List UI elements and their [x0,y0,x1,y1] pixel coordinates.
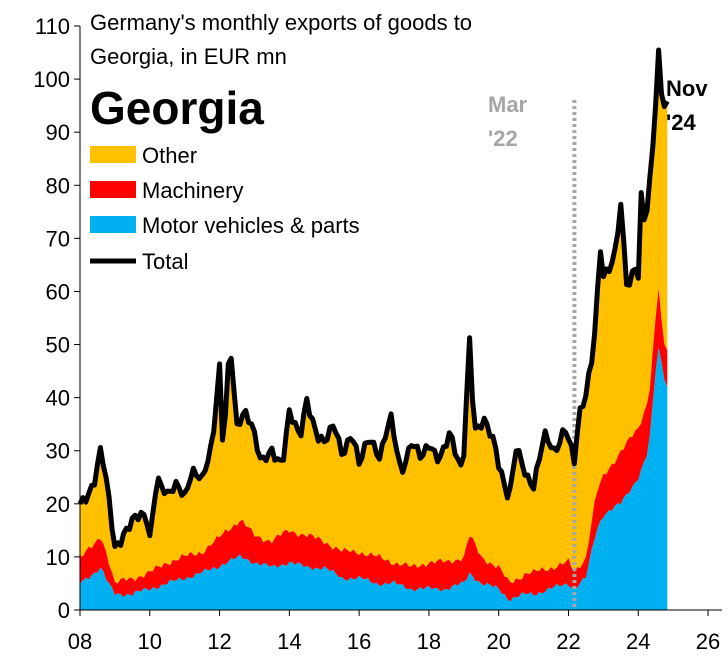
annotation-nov24-line-1: Nov [666,76,708,101]
y-tick-label: 40 [46,386,70,411]
area-other [80,50,668,584]
y-tick-label: 10 [46,545,70,570]
y-tick-label: 110 [35,14,70,39]
y-tick-label: 100 [33,67,70,92]
x-tick-label: 08 [68,629,92,654]
chart-subtitle-line-2: Georgia, in EUR mn [90,44,287,69]
y-axis: 0 10 20 30 40 50 60 70 80 90 100 110 [33,14,80,623]
x-tick-label: 14 [277,629,301,654]
y-tick-label: 70 [46,226,70,251]
y-tick-label: 30 [46,439,70,464]
y-tick-label: 20 [46,492,70,517]
chart-title: Georgia [90,82,264,134]
x-axis: 08 10 12 14 16 18 20 22 24 26 [68,610,720,654]
annotation-mar22-line-1: Mar [488,92,528,117]
y-tick-label: 90 [46,120,70,145]
x-tick-label: 18 [417,629,441,654]
y-tick-label: 60 [46,279,70,304]
legend: Other Machinery Motor vehicles & parts T… [90,143,360,274]
legend-label-machinery: Machinery [142,178,243,203]
x-tick-label: 20 [486,629,510,654]
legend-label-motor: Motor vehicles & parts [142,213,360,238]
legend-swatch-motor [90,216,136,233]
x-tick-label: 10 [138,629,162,654]
line-total [77,47,670,549]
legend-label-total: Total [142,249,188,274]
area-motor-vehicles [80,347,668,610]
x-tick-label: 24 [626,629,650,654]
y-tick-label: 50 [46,333,70,358]
y-tick-label: 80 [46,173,70,198]
legend-swatch-other [90,146,136,163]
legend-label-other: Other [142,143,197,168]
x-tick-label: 26 [696,629,720,654]
legend-swatch-machinery [90,181,136,198]
plot-area [77,47,670,610]
chart-subtitle-line-1: Germany's monthly exports of goods to [90,10,472,35]
annotation-nov24-line-2: '24 [666,110,696,135]
annotation-mar22-line-2: '22 [488,126,518,151]
y-tick-label: 0 [58,598,70,623]
x-tick-label: 12 [207,629,231,654]
x-tick-label: 16 [347,629,371,654]
x-tick-label: 22 [556,629,580,654]
